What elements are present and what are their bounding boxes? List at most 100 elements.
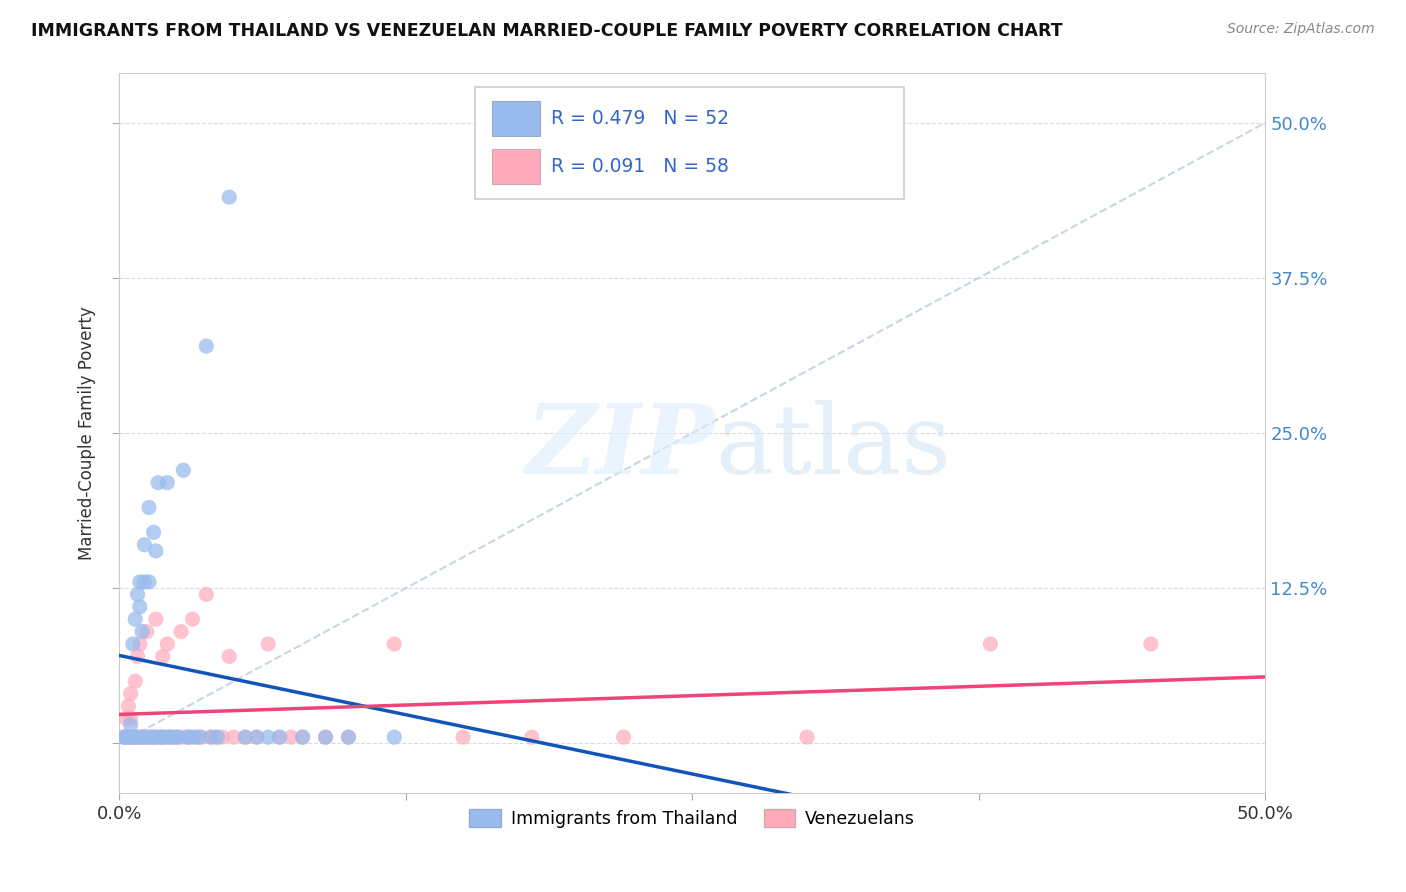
Point	[124, 730, 146, 744]
Point	[200, 730, 222, 744]
Point	[138, 500, 160, 515]
Point	[135, 624, 157, 639]
Point	[179, 730, 201, 744]
Point	[218, 649, 240, 664]
Point	[218, 190, 240, 204]
Point	[156, 637, 179, 651]
Point	[159, 730, 181, 744]
Point	[451, 730, 474, 744]
Point	[127, 587, 149, 601]
Text: ZIP: ZIP	[526, 401, 716, 494]
Point	[117, 730, 139, 744]
Point	[117, 730, 139, 744]
Point	[117, 730, 139, 744]
Point	[796, 730, 818, 744]
Point	[177, 730, 200, 744]
Point	[115, 730, 138, 744]
Point	[112, 730, 135, 744]
Point	[280, 730, 302, 744]
Point	[166, 730, 188, 744]
Point	[120, 717, 142, 731]
Point	[190, 730, 212, 744]
Point	[979, 637, 1001, 651]
Point	[112, 730, 135, 744]
Point	[153, 730, 176, 744]
Point	[145, 730, 167, 744]
Point	[382, 730, 405, 744]
Point	[131, 730, 153, 744]
Point	[115, 730, 138, 744]
Point	[195, 587, 218, 601]
Point	[115, 730, 138, 744]
Point	[134, 538, 156, 552]
Point	[207, 730, 229, 744]
Point	[124, 612, 146, 626]
Point	[142, 525, 165, 540]
Point	[122, 730, 145, 744]
Point	[156, 475, 179, 490]
Point	[135, 730, 157, 744]
Point	[204, 730, 226, 744]
Point	[181, 612, 204, 626]
Point	[337, 730, 360, 744]
Point	[141, 730, 163, 744]
Text: Source: ZipAtlas.com: Source: ZipAtlas.com	[1227, 22, 1375, 37]
Text: IMMIGRANTS FROM THAILAND VS VENEZUELAN MARRIED-COUPLE FAMILY POVERTY CORRELATION: IMMIGRANTS FROM THAILAND VS VENEZUELAN M…	[31, 22, 1063, 40]
Point	[135, 730, 157, 744]
Y-axis label: Married-Couple Family Poverty: Married-Couple Family Poverty	[79, 306, 96, 560]
Text: atlas: atlas	[716, 401, 952, 494]
Point	[127, 730, 149, 744]
Point	[146, 475, 169, 490]
Point	[120, 730, 142, 744]
Point	[145, 612, 167, 626]
Point	[233, 730, 256, 744]
Point	[127, 649, 149, 664]
Point	[141, 730, 163, 744]
Point	[153, 730, 176, 744]
Point	[128, 637, 150, 651]
Point	[200, 730, 222, 744]
Point	[120, 712, 142, 726]
Point	[115, 712, 138, 726]
Point	[520, 730, 543, 744]
Point	[257, 637, 280, 651]
Point	[382, 637, 405, 651]
FancyBboxPatch shape	[475, 87, 904, 199]
Point	[152, 649, 174, 664]
Point	[146, 730, 169, 744]
Point	[337, 730, 360, 744]
Point	[172, 730, 194, 744]
FancyBboxPatch shape	[492, 149, 540, 185]
Point	[1140, 637, 1163, 651]
Point	[122, 730, 145, 744]
Point	[257, 730, 280, 744]
Point	[117, 699, 139, 714]
Point	[233, 730, 256, 744]
Text: R = 0.091   N = 58: R = 0.091 N = 58	[551, 157, 730, 176]
Point	[613, 730, 636, 744]
Point	[222, 730, 245, 744]
Point	[246, 730, 269, 744]
Point	[124, 674, 146, 689]
Point	[152, 730, 174, 744]
Point	[211, 730, 233, 744]
Point	[184, 730, 207, 744]
Point	[131, 730, 153, 744]
FancyBboxPatch shape	[492, 101, 540, 136]
Point	[160, 730, 183, 744]
Point	[128, 730, 150, 744]
Point	[149, 730, 172, 744]
Point	[142, 730, 165, 744]
Point	[188, 730, 211, 744]
Point	[134, 730, 156, 744]
Text: R = 0.479   N = 52: R = 0.479 N = 52	[551, 109, 730, 128]
Point	[149, 730, 172, 744]
Point	[134, 574, 156, 589]
Point	[128, 574, 150, 589]
Point	[172, 463, 194, 477]
Point	[246, 730, 269, 744]
Point	[195, 339, 218, 353]
Point	[159, 730, 181, 744]
Point	[315, 730, 337, 744]
Point	[138, 730, 160, 744]
